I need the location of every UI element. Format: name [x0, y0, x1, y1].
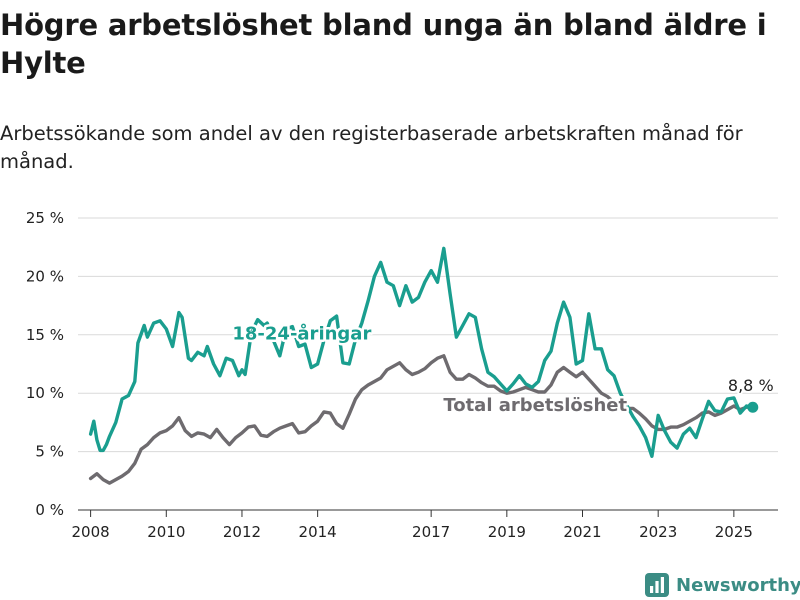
newsworthy-logo-text: Newsworthy — [676, 574, 800, 596]
x-tick-label: 2010 — [147, 523, 185, 541]
x-tick-label: 2012 — [223, 523, 261, 541]
x-tick-label: 2025 — [715, 523, 753, 541]
chart-title: Högre arbetslöshet bland unga än bland ä… — [0, 8, 767, 80]
series-label: Total arbetslöshet — [443, 395, 627, 416]
series-line-youth — [88, 246, 755, 458]
y-tick-label: 15 % — [26, 326, 64, 344]
label-layer: 18-24-åringar Total arbetslöshet 8,8 % — [230, 320, 776, 418]
y-tick-label: 0 % — [35, 501, 64, 519]
newsworthy-logo: Newsworthy — [644, 570, 800, 600]
axis-layer: 0 % 5 % 10 % 15 % 20 % 25 % 2008 2010 2012 2014 20… — [26, 209, 753, 541]
series-line-total — [88, 354, 755, 485]
series-label: 18-24-åringar — [232, 323, 371, 345]
x-tick-label: 2017 — [412, 523, 450, 541]
newsworthy-logo-icon — [645, 573, 669, 597]
chart-subtitle: Arbetssökande som andel av den registerb… — [0, 122, 743, 173]
series-layer — [88, 246, 755, 485]
end-value-label: 8,8 % — [728, 376, 774, 395]
x-tick-label: 2021 — [563, 523, 601, 541]
y-tick-label: 20 % — [26, 267, 64, 285]
x-tick-label: 2008 — [72, 523, 110, 541]
y-tick-label: 25 % — [26, 209, 64, 227]
end-point-marker — [747, 401, 759, 413]
line-chart: 0 % 5 % 10 % 15 % 20 % 25 % 2008 2010 2012 2014 20… — [26, 209, 778, 541]
y-tick-label: 10 % — [26, 384, 64, 402]
y-tick-label: 5 % — [35, 443, 64, 461]
x-tick-label: 2014 — [299, 523, 337, 541]
x-tick-label: 2023 — [639, 523, 677, 541]
x-tick-label: 2019 — [488, 523, 526, 541]
